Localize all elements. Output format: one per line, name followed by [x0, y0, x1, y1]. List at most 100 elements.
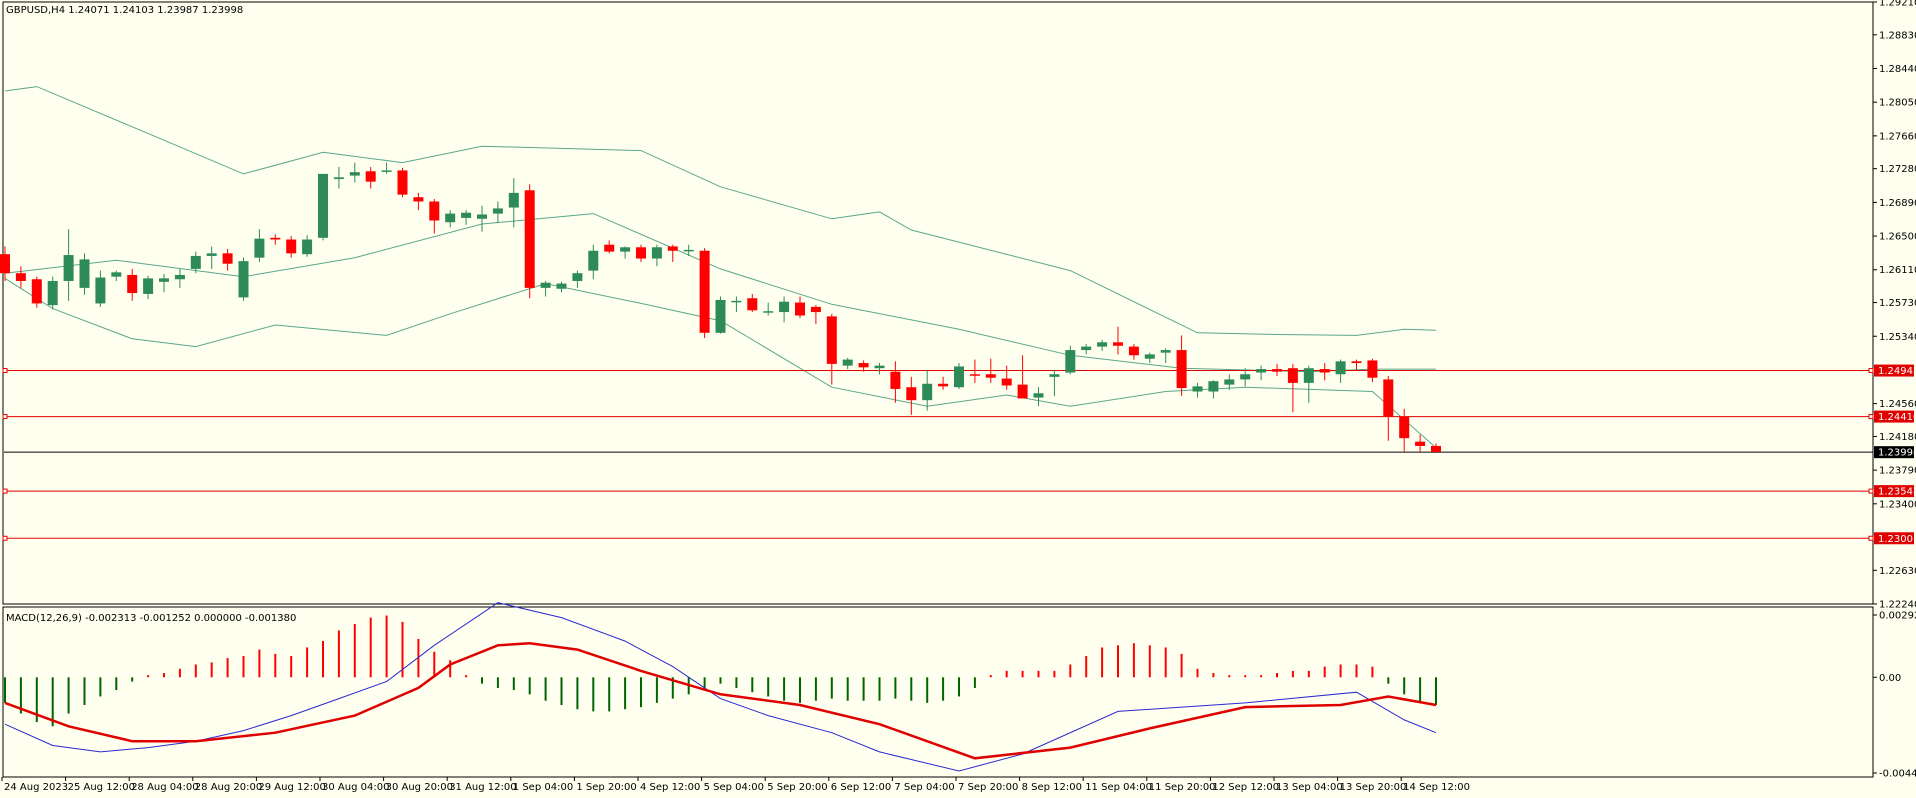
price-tick-label: 1.28440	[1879, 64, 1916, 75]
candle-body	[15, 273, 26, 281]
bollinger-bands	[4, 86, 1437, 449]
price-tick-label: 1.26110	[1879, 265, 1916, 276]
candle-body	[1176, 350, 1187, 389]
level-badge	[1874, 532, 1914, 545]
candle-body	[270, 237, 281, 240]
candle-body	[143, 278, 154, 294]
candle-body	[588, 250, 599, 271]
bollinger-upper	[4, 86, 1437, 336]
candle-body	[699, 250, 710, 333]
candle-body	[651, 247, 662, 259]
macd-tick-label: -0.004492	[1879, 769, 1916, 780]
price-tick-label: 1.28050	[1879, 98, 1916, 109]
candle-body	[795, 302, 805, 316]
level-handle-left	[2, 368, 8, 374]
candle-body	[556, 283, 567, 289]
macd-tick-label: 0.002923	[1879, 611, 1916, 622]
candle-body	[683, 249, 694, 252]
price-tick-label: 1.26890	[1879, 198, 1916, 209]
candle-body	[906, 387, 917, 401]
level-handle-left	[2, 488, 8, 494]
candle-body	[1303, 368, 1314, 383]
symbol-header: GBPUSD,H4 1.24071 1.24103 1.23987 1.2399…	[6, 5, 243, 16]
current-price-label: 1.23998	[1878, 448, 1916, 459]
candle-body	[620, 247, 631, 252]
time-tick-label: 31 Aug 12:00	[449, 782, 516, 793]
bollinger-middle	[4, 213, 1436, 373]
candle-body	[1335, 361, 1346, 375]
candle-body	[461, 212, 472, 218]
candle-body	[1144, 354, 1155, 359]
level-badge	[1874, 364, 1914, 377]
level-badge-label: 1.23547	[1878, 487, 1916, 498]
candle-body	[1160, 350, 1171, 353]
macd-panel	[2, 606, 1874, 778]
candle-body	[1399, 416, 1410, 439]
candle-body	[63, 255, 74, 281]
candle-body	[95, 277, 106, 304]
price-tick-label: 1.24180	[1879, 432, 1916, 443]
candle-body	[127, 274, 138, 294]
price-tick-label: 1.27660	[1879, 131, 1916, 142]
level-handle-right	[1868, 414, 1874, 420]
candle-body	[715, 299, 726, 333]
candle-body	[0, 254, 10, 274]
macd-tick-label: 0.00	[1879, 673, 1901, 684]
candle-body	[365, 171, 376, 182]
candle-body	[731, 300, 742, 303]
candle-body	[1383, 379, 1394, 417]
candle-body	[826, 316, 837, 364]
candle-body	[540, 282, 551, 288]
price-tick-label: 1.26500	[1879, 232, 1916, 243]
time-tick-label: 13 Sep 04:00	[1276, 782, 1343, 793]
candle-body	[508, 192, 519, 208]
time-tick-label: 11 Sep 20:00	[1149, 782, 1216, 793]
price-tick-label: 1.27280	[1879, 164, 1916, 175]
candle-body	[1113, 342, 1123, 346]
price-tick-label: 1.25340	[1879, 332, 1916, 343]
candle-body	[667, 246, 678, 251]
level-handle-left	[2, 535, 8, 541]
candle-body	[1240, 374, 1251, 380]
candle-body	[1319, 369, 1330, 373]
time-tick-label: 7 Sep 20:00	[958, 782, 1018, 793]
candle-body	[858, 363, 869, 368]
candle-body	[1033, 393, 1044, 398]
candle-body	[1192, 386, 1203, 392]
candle-body	[1081, 346, 1092, 351]
current-price-badge	[1874, 446, 1914, 459]
time-tick-label: 1 Sep 20:00	[576, 782, 636, 793]
candle-body	[159, 278, 169, 282]
candle-body	[890, 371, 901, 389]
candle-body	[1017, 384, 1028, 399]
time-tick-label: 7 Sep 04:00	[894, 782, 954, 793]
candle-body	[1431, 445, 1441, 452]
candle-body	[381, 170, 392, 172]
horizontal-levels[interactable]: 1.24943 1.24410 1.23547 1.23001 1.23998	[2, 364, 1916, 545]
level-badge	[1874, 410, 1914, 423]
candle-body	[79, 259, 90, 288]
candle-body	[47, 280, 58, 306]
time-tick-label: 25 Aug 12:00	[68, 782, 135, 793]
candle-body	[1351, 361, 1362, 364]
level-badge-label: 1.24410	[1878, 412, 1916, 423]
candle-body	[286, 239, 297, 254]
price-tick-label: 1.29210	[1879, 0, 1916, 9]
time-tick-label: 5 Sep 20:00	[767, 782, 827, 793]
candle-body	[1287, 368, 1298, 383]
candle-body	[604, 244, 615, 252]
price-tick-label: 1.28830	[1879, 30, 1916, 41]
candle-body	[111, 272, 122, 277]
candle-body	[413, 197, 424, 202]
candle-body	[190, 255, 201, 269]
candle-body	[1097, 342, 1108, 347]
macd-axis: 0.002923 0.00 -0.004492	[1873, 611, 1916, 780]
candle-body	[492, 208, 503, 214]
candle-body	[477, 214, 487, 219]
time-tick-label: 30 Aug 20:00	[386, 782, 453, 793]
candle-body	[1272, 369, 1282, 372]
candle-body	[779, 301, 790, 313]
time-tick-label: 4 Sep 12:00	[640, 782, 700, 793]
